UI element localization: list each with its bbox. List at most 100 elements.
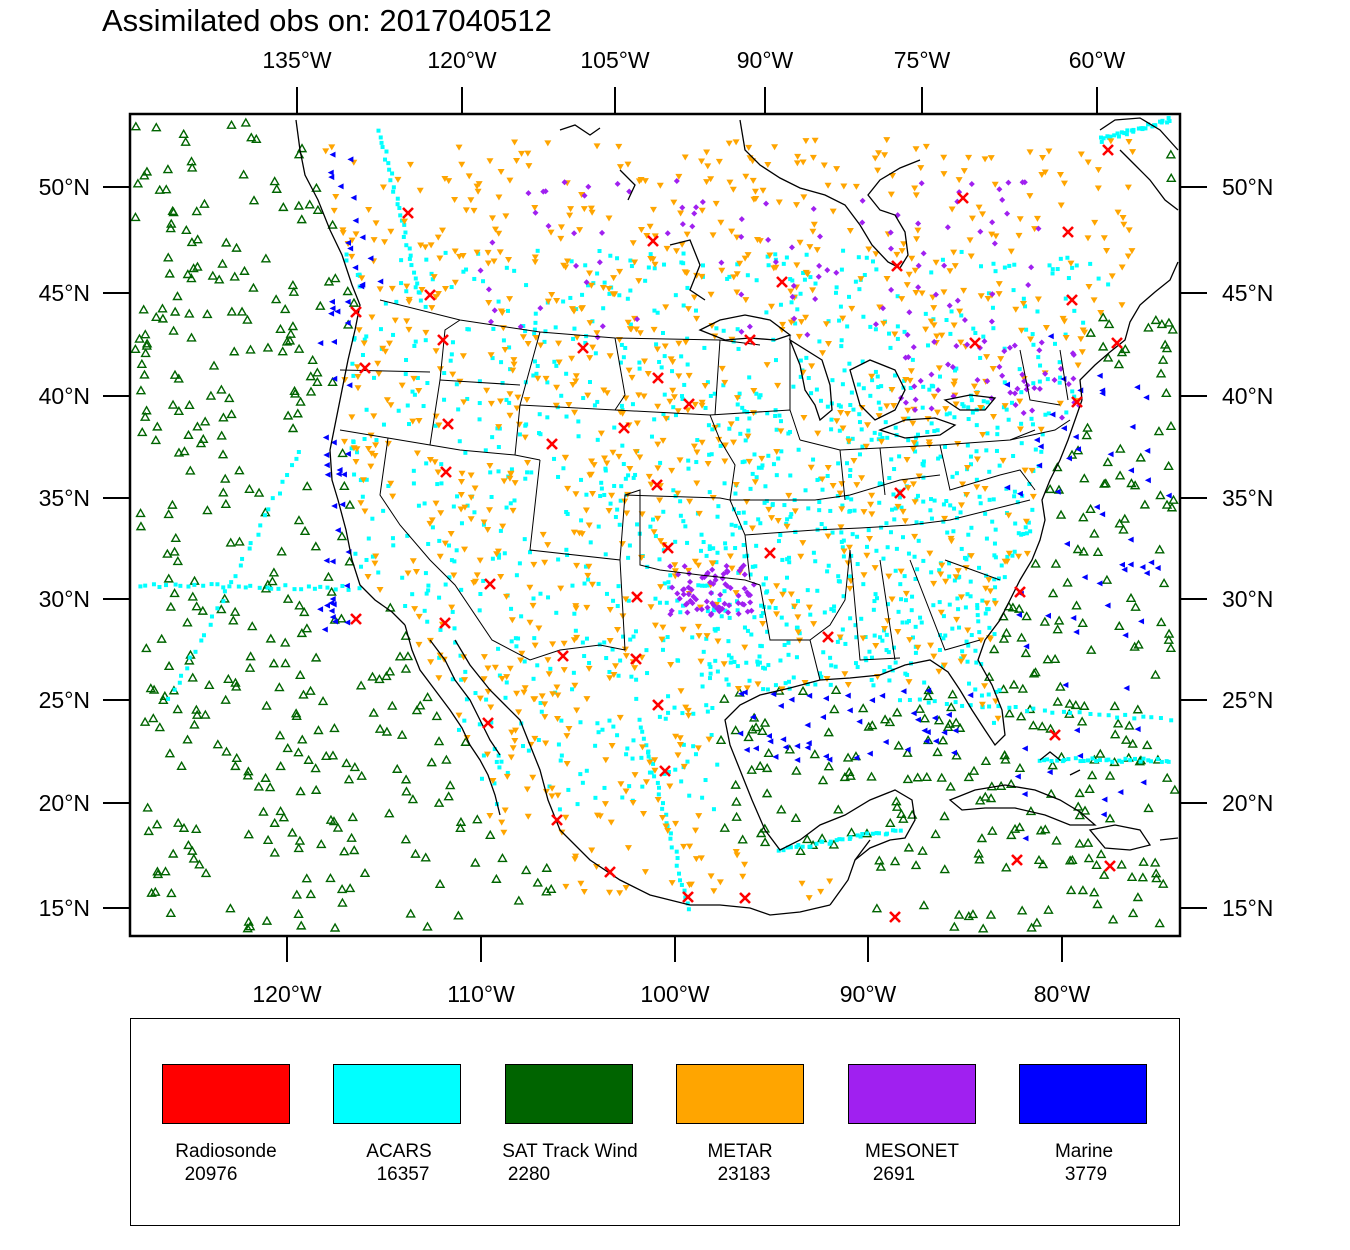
metar-marker xyxy=(667,356,675,363)
metar-marker xyxy=(505,256,513,263)
acars-marker xyxy=(976,619,981,624)
metar-marker xyxy=(593,330,601,337)
metar-marker xyxy=(403,283,411,290)
metar-marker xyxy=(473,572,481,579)
marine-marker xyxy=(967,692,974,699)
metar-marker xyxy=(837,410,845,417)
acars-marker xyxy=(789,512,794,517)
sat-track-wind-marker xyxy=(217,449,229,459)
metar-marker xyxy=(954,568,962,575)
metar-marker xyxy=(524,150,532,157)
acars-marker xyxy=(906,438,911,443)
acars-marker xyxy=(883,420,888,425)
acars-marker xyxy=(979,693,984,698)
acars-marker xyxy=(166,696,171,701)
mesonet-marker xyxy=(765,236,772,243)
acars-marker xyxy=(571,670,576,675)
metar-marker xyxy=(884,618,892,625)
acars-marker xyxy=(481,578,486,583)
sat-track-wind-marker xyxy=(1071,600,1082,610)
acars-marker xyxy=(422,501,427,506)
acars-marker xyxy=(830,378,835,383)
acars-marker xyxy=(945,530,950,535)
sat-track-wind-marker xyxy=(441,754,452,764)
acars-marker xyxy=(903,598,908,603)
sat-track-wind-marker xyxy=(139,411,151,421)
metar-marker xyxy=(1001,403,1009,410)
mesonet-marker xyxy=(935,387,942,394)
sat-track-wind-marker xyxy=(167,499,178,509)
mesonet-marker xyxy=(1036,347,1043,354)
marine-marker xyxy=(1144,477,1151,484)
mesonet-marker xyxy=(1007,389,1014,396)
mesonet-marker xyxy=(704,604,711,611)
metar-marker xyxy=(692,856,700,863)
acars-marker xyxy=(666,710,671,715)
sat-track-wind-marker xyxy=(1037,859,1049,869)
right-tick-label: 50°N xyxy=(1222,174,1273,200)
sat-track-wind-marker xyxy=(287,279,299,290)
metar-marker xyxy=(930,305,938,312)
acars-marker xyxy=(834,838,839,843)
metar-marker xyxy=(552,402,560,409)
acars-marker xyxy=(802,277,807,282)
metar-marker xyxy=(587,282,595,289)
acars-marker xyxy=(564,371,569,376)
mesonet-marker xyxy=(721,600,728,607)
metar-marker xyxy=(508,617,516,624)
metar-marker xyxy=(451,197,459,204)
acars-marker xyxy=(649,434,654,439)
acars-marker xyxy=(519,614,524,619)
acars-marker xyxy=(490,556,495,561)
metar-marker xyxy=(457,492,465,499)
sat-track-wind-marker xyxy=(344,556,355,566)
sat-track-wind-marker xyxy=(199,198,210,208)
acars-marker xyxy=(915,567,920,572)
metar-marker xyxy=(383,397,391,404)
metar-marker xyxy=(462,207,470,214)
sat-track-wind-marker xyxy=(884,716,896,727)
acars-marker xyxy=(1143,126,1148,131)
acars-marker xyxy=(966,643,971,648)
acars-marker xyxy=(1115,715,1120,720)
metar-marker xyxy=(872,642,880,649)
mesonet-marker xyxy=(599,323,606,330)
metar-marker xyxy=(676,741,684,748)
metar-marker xyxy=(872,251,880,258)
acars-marker xyxy=(502,551,507,556)
mesonet-marker xyxy=(911,383,918,390)
map-panel xyxy=(128,112,1182,938)
acars-marker xyxy=(801,270,806,275)
sat-track-wind-marker xyxy=(1047,760,1058,770)
sat-track-wind-marker xyxy=(939,864,950,874)
metar-marker xyxy=(927,318,935,325)
acars-marker xyxy=(426,583,431,588)
sat-track-wind-marker xyxy=(747,724,758,734)
sat-track-wind-marker xyxy=(226,306,238,316)
acars-marker xyxy=(496,646,501,651)
metar-marker xyxy=(694,562,702,569)
right-tick-label: 45°N xyxy=(1222,280,1273,306)
acars-marker xyxy=(906,551,911,556)
acars-marker xyxy=(898,582,903,587)
sat-track-wind-marker xyxy=(968,765,980,775)
acars-marker xyxy=(430,525,435,530)
acars-marker xyxy=(787,429,792,434)
acars-marker xyxy=(556,557,561,562)
acars-marker xyxy=(744,660,749,665)
sat-track-wind-marker xyxy=(269,817,280,827)
sat-track-wind-marker xyxy=(715,734,727,744)
sat-track-wind-marker xyxy=(402,651,414,661)
sat-track-wind-marker xyxy=(520,864,532,875)
metar-marker xyxy=(979,211,987,218)
sat-track-wind-marker xyxy=(1092,546,1104,556)
metar-marker xyxy=(698,158,706,165)
acars-marker xyxy=(991,326,996,331)
metar-marker xyxy=(585,522,593,529)
marine-marker xyxy=(1100,811,1107,818)
acars-marker xyxy=(680,603,685,608)
metar-marker xyxy=(491,226,499,233)
acars-marker xyxy=(885,435,890,440)
metar-marker xyxy=(611,291,619,298)
acars-marker xyxy=(353,551,358,556)
